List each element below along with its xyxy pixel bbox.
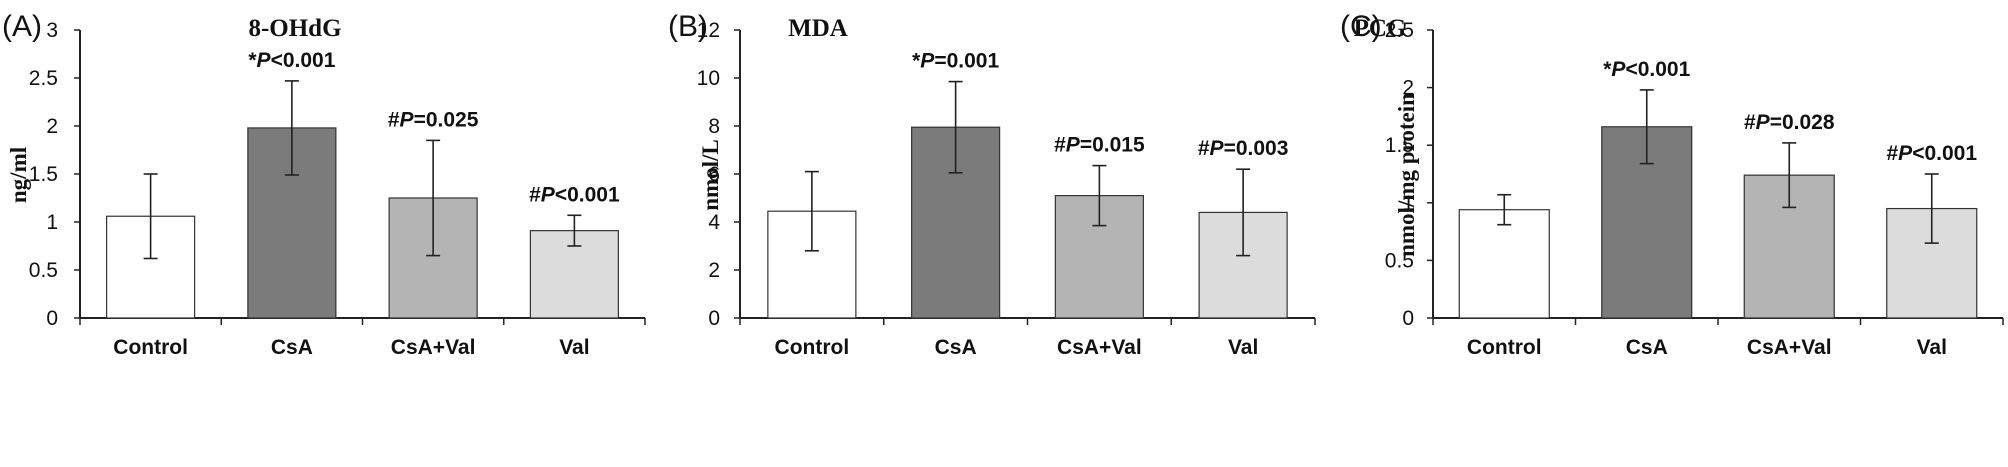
- panel-label: (C): [1340, 10, 1382, 43]
- significance-mark: *: [248, 49, 257, 72]
- y-tick-label: 8: [708, 115, 720, 138]
- significance-mark: #: [1886, 142, 1898, 165]
- significance-value: <0.001: [271, 49, 336, 72]
- x-category-label: CsA: [1626, 336, 1668, 359]
- x-category-label: Val: [1917, 336, 1947, 359]
- significance-p: P: [1898, 142, 1913, 165]
- significance-p: P: [1066, 134, 1081, 157]
- significance-label: #P<0.001: [529, 183, 620, 206]
- significance-value: <0.001: [555, 183, 620, 206]
- y-tick-label: 2.5: [1385, 19, 1414, 42]
- y-tick-label: 2: [46, 115, 58, 138]
- significance-label: *P<0.001: [248, 49, 335, 72]
- y-tick-label: 3: [46, 19, 58, 42]
- bar-chart-pcg: (C)PCG nmol/mg protein 0 0.5 1 1.5 2 2.5 Control…: [1340, 10, 2004, 359]
- significance-p: P: [541, 183, 556, 206]
- y-tick-label: 1: [46, 211, 58, 234]
- chart-title: 8-OHdG: [248, 15, 341, 42]
- chart-panel-a: (A) 8-OHdG ng/ml 0 0.5 1 1.5 2 2.5 3 Control CsA CsA…: [0, 0, 660, 467]
- x-category-label: CsA+Val: [391, 336, 476, 359]
- significance-label: *P<0.001: [1603, 58, 1690, 81]
- x-category-label: CsA: [271, 336, 313, 359]
- x-category-label: Control: [1467, 336, 1542, 359]
- chart-panel-c: (C) PCG nmol/mg protein 0 0.5 1 1.5 2 2.5 Control…: [1330, 0, 2008, 467]
- significance-p: P: [1210, 137, 1225, 160]
- bar-control: [1458, 209, 1550, 319]
- significance-mark: #: [1198, 137, 1210, 160]
- x-category-label: Control: [113, 336, 188, 359]
- significance-label: #P=0.025: [388, 108, 479, 131]
- significance-value: =0.028: [1770, 111, 1835, 134]
- significance-value: =0.003: [1224, 137, 1289, 160]
- chart-panel-b: (B) MDA nmol/L 0 2 4 6 8 10 12 Control CsA CsA+Val Va…: [660, 0, 1330, 467]
- chart-title: PCG: [1354, 15, 1407, 42]
- y-axis-label: nmol/L: [698, 139, 723, 211]
- significance-p: P: [400, 108, 415, 131]
- significance-value: =0.015: [1080, 134, 1145, 157]
- chart-title: MDA: [788, 15, 848, 42]
- y-tick-label: 1: [1402, 192, 1414, 215]
- x-category-label: Control: [775, 336, 850, 359]
- significance-label: #P=0.003: [1198, 137, 1289, 160]
- significance-p: P: [257, 49, 272, 72]
- y-axis-label: nmol/mg protein: [1394, 93, 1419, 257]
- significance-label: #P=0.015: [1054, 134, 1145, 157]
- significance-value: =0.001: [934, 50, 999, 73]
- significance-label: #P<0.001: [1886, 142, 1977, 165]
- y-tick-label: 1.5: [29, 163, 58, 186]
- y-tick-label: 0: [708, 307, 720, 330]
- y-tick-label: 2: [1402, 77, 1414, 100]
- significance-label: #P=0.028: [1744, 111, 1835, 134]
- panel-label: (B): [668, 10, 708, 43]
- y-tick-label: 12: [697, 19, 720, 42]
- y-tick-label: 10: [697, 67, 720, 90]
- significance-p: P: [920, 50, 935, 73]
- significance-mark: #: [1744, 111, 1756, 134]
- significance-value: =0.025: [414, 108, 479, 131]
- y-tick-label: 1.5: [1385, 134, 1414, 157]
- y-axis-label: ng/ml: [6, 147, 31, 203]
- significance-mark: #: [529, 183, 541, 206]
- significance-mark: #: [1054, 134, 1066, 157]
- x-category-label: CsA+Val: [1747, 336, 1832, 359]
- bar-chart-8ohdg: (A) 8-OHdG ng/ml 0 0.5 1 1.5 2 2.5 3 Control CsA CsA…: [2, 10, 646, 359]
- significance-mark: *: [1603, 58, 1612, 81]
- x-category-label: Val: [1228, 336, 1258, 359]
- y-tick-label: 0: [1402, 307, 1414, 330]
- significance-p: P: [1756, 111, 1771, 134]
- y-tick-label: 6: [708, 163, 720, 186]
- significance-mark: #: [388, 108, 400, 131]
- y-tick-label: 0.5: [29, 259, 58, 282]
- y-tick-label: 2.5: [29, 67, 58, 90]
- significance-value: <0.001: [1912, 142, 1977, 165]
- significance-label: *P=0.001: [912, 50, 999, 73]
- panel-label: (A): [2, 10, 42, 43]
- bar-chart-mda: (B) MDA nmol/L 0 2 4 6 8 10 12 Control CsA CsA+Val Va…: [668, 10, 1316, 359]
- y-tick-label: 0: [46, 307, 58, 330]
- x-category-label: CsA: [935, 336, 977, 359]
- x-category-label: Val: [559, 336, 589, 359]
- y-tick-label: 2: [708, 259, 720, 282]
- significance-mark: *: [912, 50, 921, 73]
- significance-value: <0.001: [1625, 58, 1690, 81]
- x-category-label: CsA+Val: [1057, 336, 1142, 359]
- significance-p: P: [1611, 58, 1626, 81]
- y-tick-label: 0.5: [1385, 249, 1414, 272]
- y-tick-label: 4: [708, 211, 720, 234]
